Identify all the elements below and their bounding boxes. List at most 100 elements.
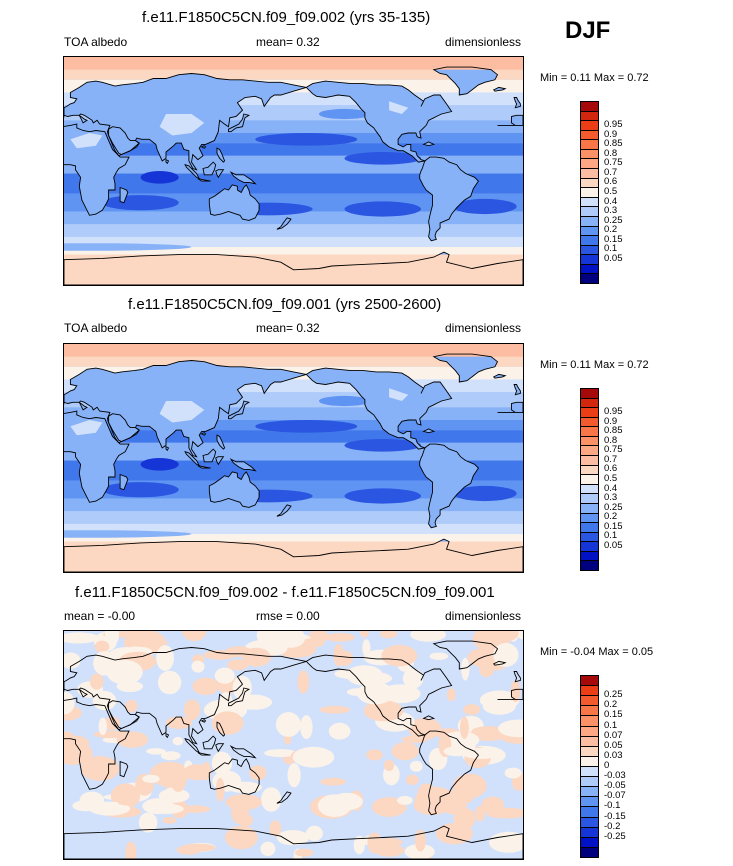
coastline <box>165 732 170 739</box>
field-region <box>380 631 397 639</box>
coastline <box>305 367 453 450</box>
coastline <box>208 184 260 221</box>
field-region <box>510 680 521 703</box>
colorbar-tick-label: 0.85 <box>604 138 623 150</box>
colorbar-tick-label: 0.03 <box>604 749 623 761</box>
colorbar-tick-label: 0.25 <box>604 689 623 701</box>
coastline <box>229 458 257 472</box>
coastline <box>229 745 257 759</box>
field-region <box>89 673 104 690</box>
land-region <box>120 187 128 203</box>
field-region <box>493 642 519 667</box>
field-region <box>142 774 160 783</box>
field-region <box>231 799 249 825</box>
field-region <box>357 682 394 705</box>
field-band <box>64 224 523 237</box>
field-band <box>64 173 523 194</box>
coastline <box>200 145 207 149</box>
land-region <box>419 157 479 241</box>
coastline <box>184 737 201 754</box>
coastline <box>216 434 226 450</box>
field-region <box>405 774 419 785</box>
land-region <box>276 504 291 517</box>
panel-3-rmse-label: rmse = 0.00 <box>256 609 320 623</box>
field-region <box>64 243 192 251</box>
field-region <box>125 841 137 859</box>
field-region <box>463 704 481 715</box>
field-region <box>362 639 371 657</box>
field-region <box>482 697 516 715</box>
field-region <box>331 792 363 811</box>
field-region <box>429 652 449 660</box>
coastline <box>228 113 251 133</box>
field-region <box>295 848 314 857</box>
panel-2-variable-label: TOA albedo <box>64 321 128 335</box>
field-band <box>64 460 523 481</box>
colorbar-tick-label: 0.05 <box>604 253 623 265</box>
coastline <box>197 465 211 469</box>
panel-3-colorbar: 0.25 0.2 0.15 0.1 0.07 0.05 0.03 0 -0.03 -0.05 -0.… <box>580 675 640 858</box>
field-region <box>517 631 523 640</box>
field-region <box>498 719 523 738</box>
coastline <box>64 360 307 458</box>
field-region <box>203 650 237 660</box>
field-band <box>64 236 523 247</box>
colorbar-tick-label: 0.7 <box>604 166 618 178</box>
arctic-region <box>64 57 523 70</box>
field-region <box>414 829 426 852</box>
land-region <box>217 435 225 450</box>
colorbar-tick-label: 0.1 <box>604 530 618 542</box>
field-region <box>102 195 179 211</box>
coastline <box>64 538 523 572</box>
colorbar-tick-label: 0.05 <box>604 540 623 552</box>
field-region <box>287 763 301 788</box>
coastline <box>276 791 292 804</box>
colorbar-tick-label: 0.6 <box>604 463 618 475</box>
field-region <box>366 749 383 761</box>
colorbar-swatch <box>580 846 599 858</box>
land-region <box>203 449 216 462</box>
coastline <box>492 660 507 666</box>
field-region <box>156 645 174 671</box>
land-region <box>209 471 260 508</box>
field-region <box>278 631 293 645</box>
coastline <box>513 384 521 396</box>
field-region <box>397 795 413 805</box>
field-region <box>452 773 487 799</box>
coastline <box>64 647 307 745</box>
panel-2-units-label: dimensionless <box>445 321 522 335</box>
coastline <box>202 161 217 176</box>
coastline <box>492 373 507 379</box>
map-svg <box>64 631 523 859</box>
land-region <box>276 217 291 230</box>
land-region <box>185 451 200 466</box>
field-region <box>461 657 470 681</box>
coastline <box>492 86 507 92</box>
field-region <box>353 835 365 855</box>
field-region <box>249 765 267 781</box>
field-region <box>182 631 207 642</box>
coastline <box>228 687 251 707</box>
field-region <box>409 760 423 772</box>
colorbar-tick-label: -0.07 <box>604 790 626 802</box>
field-region <box>176 845 201 855</box>
colorbar-tick-label: -0.2 <box>604 820 621 832</box>
field-region <box>183 764 211 781</box>
colorbar-tick-label: 0.4 <box>604 482 618 494</box>
field-region <box>319 395 370 407</box>
field-band <box>64 511 523 524</box>
coastline <box>497 688 523 700</box>
land-region <box>228 401 249 419</box>
coastline <box>119 473 129 491</box>
field-region <box>401 735 429 744</box>
field-region <box>402 668 424 689</box>
field-region <box>116 731 149 748</box>
colorbar-tick-label: 0.15 <box>604 709 623 721</box>
colorbar-tick-label: 0.2 <box>604 699 618 711</box>
map-svg <box>64 344 523 572</box>
land-region <box>108 126 140 155</box>
field-region <box>410 631 446 642</box>
colorbar-tick-label: 0 <box>604 760 610 771</box>
field-region <box>128 638 168 648</box>
colorbar-tick-label: 0.25 <box>604 214 623 226</box>
